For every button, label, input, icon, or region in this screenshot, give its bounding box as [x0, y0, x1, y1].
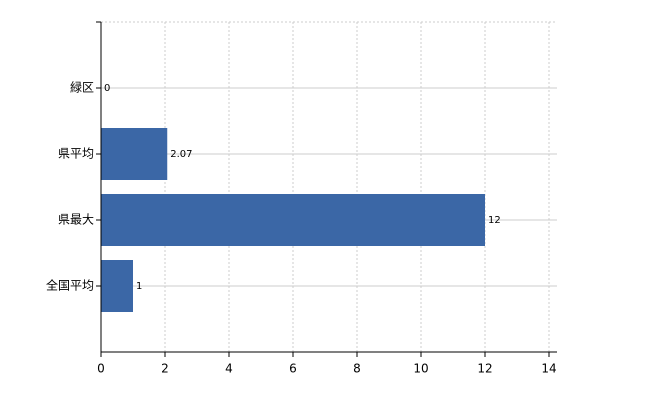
value-label: 0 [104, 83, 110, 94]
bar [101, 260, 133, 312]
x-tick-label: 14 [541, 362, 556, 376]
bar [101, 194, 485, 246]
bar [101, 128, 168, 180]
y-tick-label: 緑区 [70, 80, 94, 95]
value-label: 12 [488, 215, 501, 226]
x-tick-label: 12 [477, 362, 492, 376]
x-tick-label: 4 [225, 362, 233, 376]
x-tick-label: 6 [289, 362, 297, 376]
y-tick-label: 県平均 [58, 147, 94, 161]
x-tick-label: 8 [353, 362, 361, 376]
x-tick-label: 2 [161, 362, 169, 376]
y-tick-label: 全国平均 [46, 278, 94, 293]
y-tick-label: 県最大 [58, 213, 94, 227]
x-tick-label: 10 [413, 362, 428, 376]
x-tick-label: 0 [97, 362, 105, 376]
value-label: 2.07 [170, 149, 192, 160]
value-label: 1 [136, 281, 142, 292]
